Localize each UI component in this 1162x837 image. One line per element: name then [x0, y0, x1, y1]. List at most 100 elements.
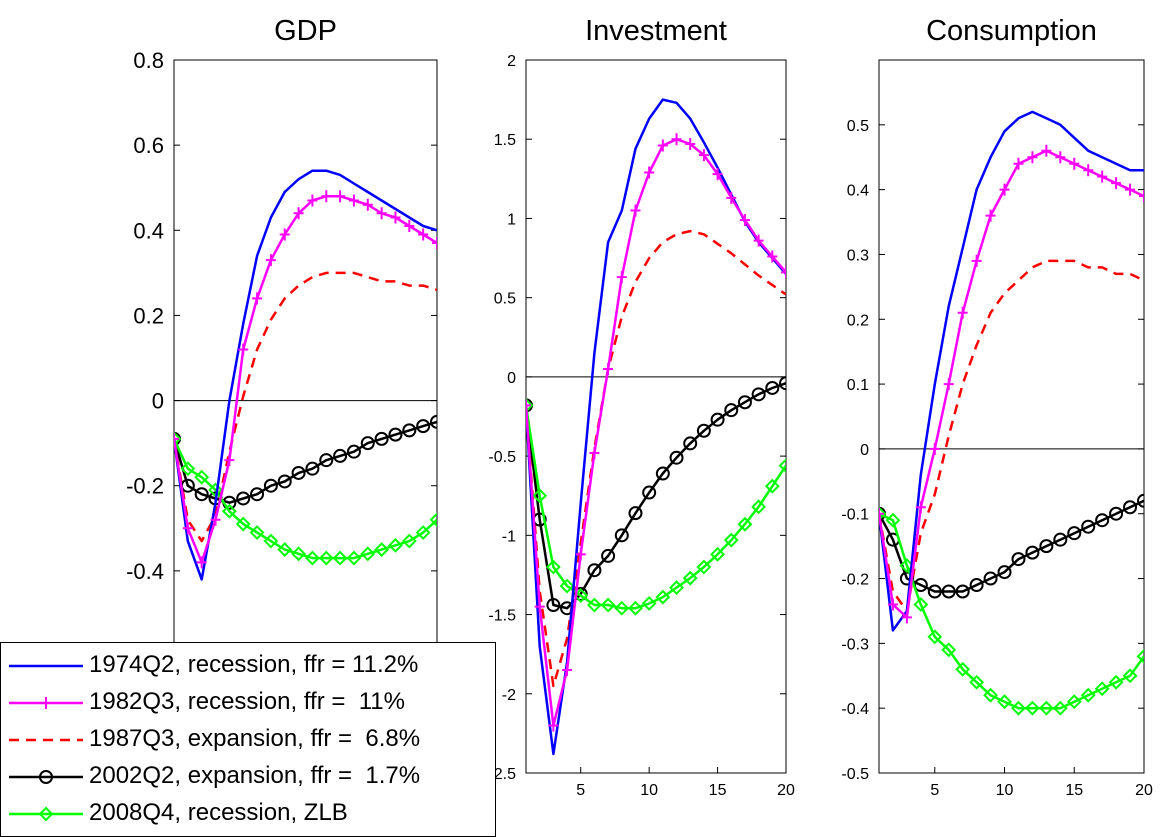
gdp-point-s2008	[305, 550, 320, 566]
consumption-line-s1987	[879, 259, 1144, 613]
gdp-point-s1982	[307, 194, 318, 207]
consumption-point-s2008	[913, 597, 929, 612]
consumption-line-s2002	[879, 499, 1144, 593]
gdp-ytick-label: 0.8	[133, 48, 164, 73]
investment-ytick-label: -1.5	[488, 608, 516, 625]
investment-point-s2002	[751, 387, 766, 402]
gdp-point-s2008	[360, 546, 376, 562]
consumption-point-s2008	[1136, 648, 1144, 664]
consumption-ytick-label: 0	[860, 442, 869, 459]
gdp-line-s1987	[174, 271, 437, 543]
consumption-point-s1982	[1013, 157, 1024, 170]
consumption-point-s1982	[999, 183, 1010, 196]
gdp-point-s1982	[376, 207, 387, 220]
investment-panel: Investment-2.5-2-1.5-1-0.500.511.525 10 15…	[488, 15, 795, 799]
gdp-point-s2002	[277, 474, 292, 489]
gdp-point-s2002	[236, 491, 251, 506]
consumption-xtick-label: 5	[930, 782, 939, 799]
gdp-ytick-label: 0	[152, 389, 164, 414]
gdp-point-s2008	[174, 431, 182, 447]
gdp-point-s1982	[335, 190, 346, 203]
consumption-ytick-label: -0.2	[841, 572, 869, 589]
gdp-point-s2008	[415, 525, 431, 540]
investment-ytick-label: 1	[507, 211, 516, 228]
gdp-series-s2002	[174, 414, 437, 510]
gdp-point-s1982	[348, 194, 359, 207]
consumption-point-s1982	[915, 501, 926, 514]
investment-point-s1982	[575, 548, 586, 561]
consumption-line-s2008	[879, 512, 1144, 710]
consumption-point-s1982	[1111, 177, 1122, 190]
legend: 1974Q2, recession, ffr = 11.2% 1982Q3, re…	[0, 642, 496, 837]
gdp-point-s2008	[249, 525, 265, 540]
gdp-point-s1982	[418, 228, 429, 241]
investment-axes-box	[525, 59, 787, 774]
gdp-series-s1974	[174, 169, 437, 581]
investment-point-s1982	[781, 266, 786, 279]
legend-entry-s2008: 2008Q4, recession, ZLB	[1, 795, 495, 831]
gdp-ytick-label: 0.2	[133, 303, 164, 328]
consumption-point-s2002	[997, 565, 1012, 580]
legend-swatch-s2008	[9, 806, 83, 822]
investment-point-s2008	[587, 597, 602, 613]
gdp-point-s2002	[374, 431, 389, 446]
investment-point-s1982	[698, 149, 709, 162]
legend-label-s1974: 1974Q2, recession, ffr = 11.2%	[89, 651, 419, 678]
legend-marker-s2008	[38, 806, 54, 822]
gdp-point-s2008	[180, 461, 196, 477]
investment-point-s1982	[739, 214, 750, 227]
consumption-point-s2008	[1038, 700, 1054, 716]
consumption-point-s1982	[929, 442, 940, 455]
gdp-point-s1982	[238, 343, 249, 356]
gdp-point-s2008	[401, 533, 417, 549]
consumption-point-s2008	[997, 694, 1012, 710]
consumption-point-s1982	[879, 507, 884, 520]
gdp-point-s2002	[388, 427, 403, 442]
gdp-panel: GDP-0.6-0.4-0.200.20.40.60.8	[126, 15, 438, 669]
investment-point-s2002	[560, 601, 575, 616]
investment-point-s1982	[616, 271, 627, 284]
investment-point-s1982	[712, 168, 723, 181]
investment-point-s2002	[724, 403, 739, 418]
investment-point-s2008	[532, 488, 548, 504]
investment-point-s2002	[779, 376, 786, 391]
investment-ytick-label: 1.5	[494, 132, 516, 149]
consumption-point-s1982	[1083, 164, 1094, 177]
gdp-point-s2008	[221, 503, 237, 519]
investment-point-s2008	[682, 570, 698, 586]
investment-point-s2002	[546, 598, 561, 613]
investment-point-s2002	[655, 466, 670, 481]
investment-point-s2008	[641, 596, 657, 611]
gdp-point-s2008	[388, 537, 403, 553]
gdp-point-s2008	[263, 533, 279, 549]
investment-point-s1982	[603, 362, 614, 375]
consumption-point-s1982	[1125, 183, 1136, 196]
consumption-point-s1982	[901, 611, 912, 624]
gdp-point-s1982	[174, 432, 179, 445]
investment-point-s2002	[614, 528, 629, 543]
gdp-point-s1982	[252, 292, 263, 305]
gdp-point-s1982	[265, 254, 276, 267]
consumption-point-s2002	[1011, 552, 1026, 567]
consumption-point-s2002	[1067, 526, 1082, 541]
investment-ytick-label: 0.5	[494, 291, 516, 308]
investment-point-s2008	[751, 499, 767, 515]
gdp-point-s2002	[402, 423, 417, 438]
consumption-point-s2002	[983, 571, 998, 586]
consumption-ytick-label: 0.4	[847, 183, 869, 200]
gdp-point-s1982	[321, 190, 332, 203]
investment-point-s1982	[548, 719, 559, 732]
gdp-point-s2002	[250, 487, 265, 502]
investment-ytick-label: 0	[507, 370, 516, 387]
investment-series-s2008	[526, 397, 786, 616]
consumption-point-s2008	[955, 661, 971, 677]
investment-point-s2008	[696, 559, 712, 575]
gdp-point-s2002	[360, 436, 375, 451]
investment-ytick-label: 2	[507, 53, 516, 70]
consumption-ytick-label: -0.1	[841, 507, 869, 524]
investment-point-s2002	[710, 412, 725, 427]
consumption-ytick-label: -0.4	[841, 701, 869, 718]
consumption-point-s1982	[1041, 144, 1052, 157]
consumption-point-s2002	[1039, 539, 1054, 554]
consumption-ytick-label: -0.5	[841, 766, 869, 783]
